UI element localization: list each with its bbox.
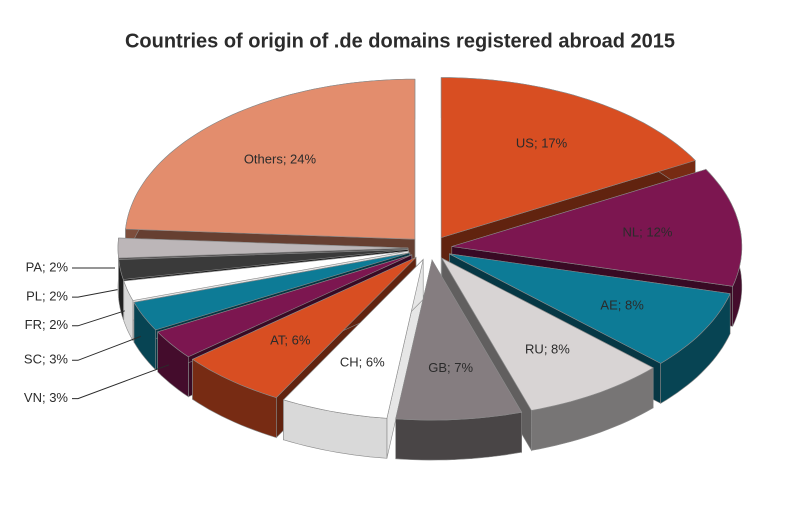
data-label: NL; 12% (623, 224, 673, 239)
slice (118, 249, 409, 280)
chart-title: Countries of origin of .de domains regis… (125, 30, 675, 52)
leader-line (72, 364, 170, 400)
data-label: GB; 7% (428, 360, 473, 375)
slice (451, 169, 743, 287)
slice (440, 77, 696, 239)
slice (449, 253, 731, 364)
data-label: Others; 24% (244, 151, 317, 166)
slice (282, 258, 424, 419)
slice-group (395, 258, 523, 461)
slice-group (282, 258, 424, 459)
data-label: AE; 8% (600, 298, 644, 313)
data-label: US; 17% (516, 135, 568, 150)
data-label: SC; 3% (24, 352, 69, 367)
data-label: AT; 6% (270, 333, 311, 348)
data-label: VN; 3% (24, 390, 69, 405)
slice (133, 252, 410, 331)
leader-line (72, 310, 125, 327)
data-label: CH; 6% (340, 354, 385, 369)
slice (123, 250, 409, 301)
data-label: RU; 8% (525, 342, 570, 357)
data-label: FR; 2% (25, 317, 69, 332)
slice (191, 257, 417, 398)
slice (395, 259, 523, 421)
slice (117, 237, 409, 259)
data-label: PA; 2% (26, 259, 69, 274)
slice (157, 254, 412, 358)
leader-line (72, 335, 141, 361)
data-label: PL; 2% (26, 289, 68, 304)
leader-line (72, 289, 118, 298)
slice (441, 257, 654, 411)
slice (125, 78, 416, 240)
